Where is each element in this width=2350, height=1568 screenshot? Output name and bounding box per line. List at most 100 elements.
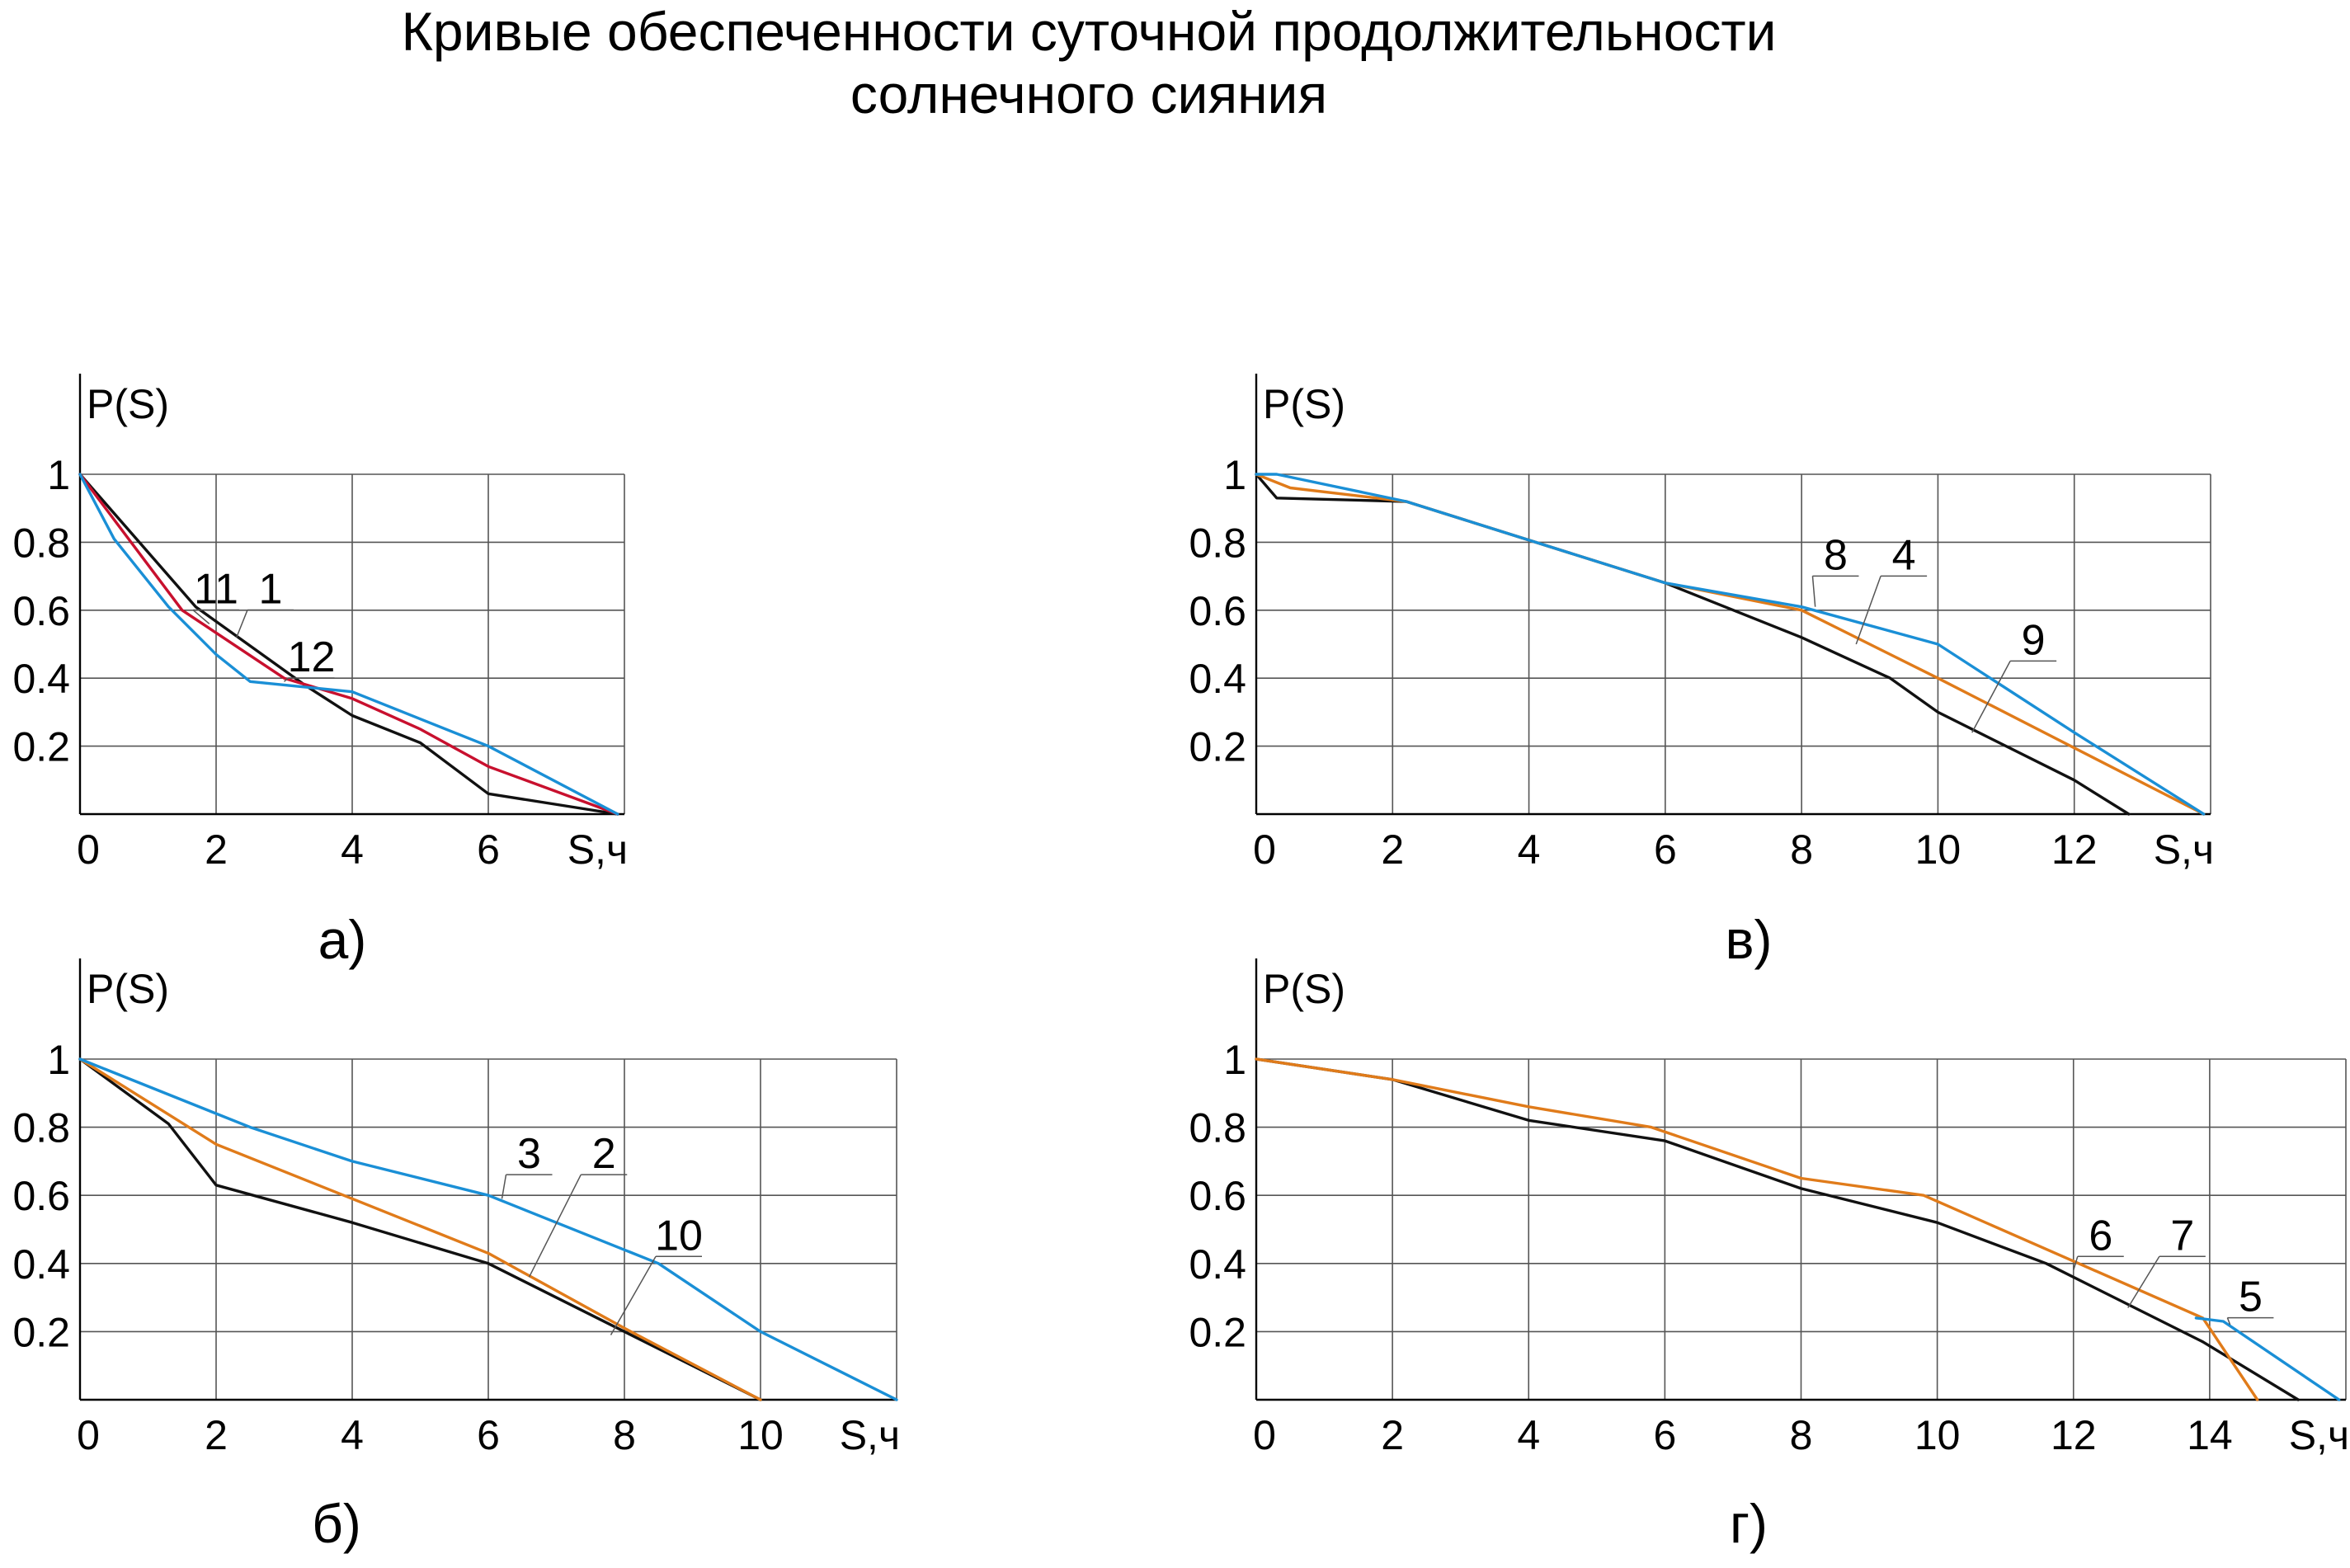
curve-label: 5 xyxy=(2239,1274,2263,1321)
x-tick-label: 10 xyxy=(737,1412,784,1458)
chart-panel-b: 1 0.8 0.6 0.4 0.2 0 2 4 6 8 10 P(S) S,ч 3 2 10 xyxy=(12,958,900,1458)
y-tick-label: 0.2 xyxy=(1189,724,1246,770)
curve-label: 6 xyxy=(2089,1212,2112,1260)
x-tick-label: 0 xyxy=(1253,826,1276,873)
y-tick-label: 0.6 xyxy=(1189,1173,1246,1219)
series-line-7 xyxy=(1255,1057,2259,1401)
y-tick-label: 0.8 xyxy=(1189,1105,1246,1151)
curve-label: 1 xyxy=(259,566,283,614)
y-tick-label: 0.2 xyxy=(1189,1309,1246,1355)
curve-label: 7 xyxy=(2170,1212,2194,1260)
x-tick-label: 8 xyxy=(1790,826,1813,873)
y-tick-label: 1 xyxy=(1223,1037,1246,1083)
x-tick-label: 2 xyxy=(1381,1412,1404,1458)
leader-line xyxy=(2127,1255,2160,1308)
chart-panel-v: 10.80.60.40.20 2 4 6 8 10 12P(S)S,ч8 49 xyxy=(1189,374,2214,873)
x-tick-label: 6 xyxy=(1654,826,1677,873)
panel-caption: г) xyxy=(1730,1493,1768,1554)
curve-label: 11 xyxy=(194,566,238,614)
x-tick-label: 6 xyxy=(1653,1412,1676,1458)
curve-label: 12 xyxy=(288,633,336,681)
series-line-10 xyxy=(78,1057,898,1401)
y-tick-label: 1 xyxy=(47,1037,70,1083)
x-tick-label: 2 xyxy=(1381,826,1404,873)
leader-line xyxy=(528,1174,582,1278)
leader-line xyxy=(1855,576,1881,645)
y-tick-label: 0.8 xyxy=(12,1105,70,1151)
y-tick-label: 1 xyxy=(1223,452,1246,498)
x-tick-label: 0 xyxy=(77,826,100,873)
figure-title-line2: солнечного сияния xyxy=(850,64,1328,125)
chart-panel-g: 1 0.8 0.6 0.4 0.2 0 2 4 6 8 10 12 14 P(S) S,ч 6 75 xyxy=(1189,958,2349,1458)
x-tick-label: 4 xyxy=(341,1412,364,1458)
x-tick-label: 2 xyxy=(205,1412,228,1458)
y-axis-label: P(S) xyxy=(87,966,169,1012)
x-tick-label: 14 xyxy=(2187,1412,2233,1458)
x-tick-label: 8 xyxy=(613,1412,636,1458)
y-tick-label: 0.2 xyxy=(12,1309,70,1355)
x-tick-label: 8 xyxy=(1790,1412,1813,1458)
leader-line xyxy=(2226,1317,2231,1326)
panel-caption: б) xyxy=(312,1493,361,1554)
curve-label: 10 xyxy=(655,1212,703,1260)
series-line-4 xyxy=(1255,473,2206,816)
leader-line xyxy=(236,610,248,638)
y-tick-label: 0.6 xyxy=(12,1173,70,1219)
x-axis-label: S,ч xyxy=(840,1412,900,1458)
x-tick-label: 4 xyxy=(1517,1412,1540,1458)
x-tick-label: 4 xyxy=(1518,826,1541,873)
leader-line xyxy=(192,609,210,624)
x-tick-label: 0 xyxy=(1253,1412,1276,1458)
series-line-2 xyxy=(78,1057,762,1401)
x-axis-label: S,ч xyxy=(2154,826,2214,873)
x-tick-label: 6 xyxy=(477,1412,500,1458)
series-line-8 xyxy=(1255,473,2206,816)
x-tick-label: 10 xyxy=(1914,1412,1961,1458)
curve-label: 8 xyxy=(1824,531,1848,579)
y-tick-label: 0.6 xyxy=(12,588,70,634)
series-line-9 xyxy=(1255,473,2131,816)
y-tick-label: 1 xyxy=(47,452,70,498)
leader-line xyxy=(284,677,289,682)
y-tick-label: 0.4 xyxy=(1189,1241,1246,1288)
leader-line xyxy=(1971,661,2011,733)
leader-line xyxy=(610,1255,657,1335)
y-tick-label: 0.8 xyxy=(12,520,70,566)
y-axis-label: P(S) xyxy=(87,381,169,427)
y-tick-label: 0.4 xyxy=(1189,656,1246,702)
chart-panel-a: 10.80.60.40.20 2 4 6P(S)S,ч11 112 xyxy=(12,374,628,873)
curve-label: 4 xyxy=(1892,531,1916,579)
leader-line xyxy=(2073,1256,2079,1271)
y-tick-label: 0.4 xyxy=(12,656,70,702)
y-axis-label: P(S) xyxy=(1263,381,1345,427)
leader-line xyxy=(501,1175,507,1199)
series-line-3 xyxy=(78,1057,762,1401)
x-tick-label: 4 xyxy=(341,826,364,873)
series-line-11 xyxy=(78,473,619,816)
x-tick-label: 12 xyxy=(2051,1412,2097,1458)
curve-label: 9 xyxy=(2022,616,2046,664)
panel-caption: а) xyxy=(318,909,367,970)
curve-label: 3 xyxy=(517,1130,541,1178)
series-line-6 xyxy=(1255,1057,2300,1401)
x-tick-label: 12 xyxy=(2051,826,2098,873)
y-tick-label: 0.8 xyxy=(1189,520,1246,566)
series-line-1 xyxy=(78,473,619,816)
x-tick-label: 10 xyxy=(1915,826,1961,873)
x-tick-label: 2 xyxy=(205,826,228,873)
figure-title: Кривые обеспеченности суточной продолжит… xyxy=(0,0,2178,125)
y-tick-label: 0.4 xyxy=(12,1241,70,1288)
figure-title-line1: Кривые обеспеченности суточной продолжит… xyxy=(401,1,1777,62)
x-axis-label: S,ч xyxy=(567,826,628,873)
series-line-5 xyxy=(2194,1316,2341,1401)
leader-line xyxy=(1811,576,1816,607)
x-tick-label: 0 xyxy=(77,1412,100,1458)
x-tick-label: 6 xyxy=(477,826,500,873)
x-axis-label: S,ч xyxy=(2289,1412,2349,1458)
y-axis-label: P(S) xyxy=(1263,966,1345,1012)
y-tick-label: 0.2 xyxy=(12,724,70,770)
panel-caption: в) xyxy=(1725,909,1772,970)
curve-label: 2 xyxy=(592,1130,616,1178)
series-line-12 xyxy=(78,473,619,816)
